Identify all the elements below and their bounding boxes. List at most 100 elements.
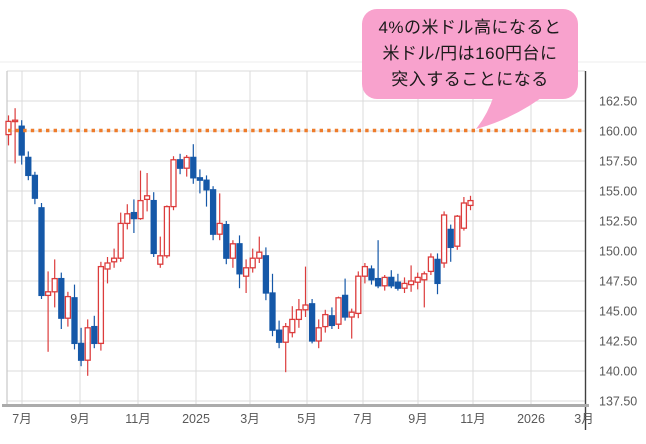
y-axis-label: 157.50 <box>599 155 637 169</box>
candle-body <box>401 282 408 289</box>
candle-up <box>427 253 435 275</box>
candle-down <box>236 235 243 289</box>
candle-up <box>117 212 124 262</box>
candle-body <box>91 325 98 345</box>
candle-body <box>361 265 369 277</box>
candle-body <box>440 214 448 264</box>
candle-body <box>196 177 204 181</box>
candle-body <box>454 215 461 247</box>
candle-body <box>262 255 270 294</box>
candle-body <box>77 342 85 361</box>
candle-body <box>130 211 138 220</box>
candle-body <box>97 265 105 345</box>
candle-down <box>38 203 45 299</box>
candle-body <box>242 267 250 277</box>
candle-down <box>368 265 375 285</box>
candle-up <box>163 205 171 259</box>
candle-body <box>249 257 256 269</box>
candle-body <box>157 255 164 265</box>
candle-down <box>25 151 32 181</box>
candle-up <box>11 108 19 164</box>
candle-down <box>328 307 336 329</box>
candle-up <box>183 155 190 177</box>
candle-body <box>117 222 124 259</box>
candle-up <box>361 263 369 284</box>
candle-body <box>282 325 289 343</box>
x-axis-label: 3月 <box>240 412 259 426</box>
candle-body <box>163 205 171 257</box>
annotation-callout: 4%の米ドル高になると 米ドル/円は160円台に 突入することになる <box>362 9 578 99</box>
candle-body <box>447 228 454 249</box>
candle-up <box>401 277 408 293</box>
candle-down <box>130 199 138 233</box>
candle-up <box>64 291 72 327</box>
candle-up <box>381 275 388 291</box>
candle-up <box>110 248 118 268</box>
candle-body <box>209 189 217 235</box>
x-axis-label: 9月 <box>70 412 89 426</box>
candle-down <box>91 315 98 349</box>
candle-body <box>58 277 65 319</box>
candle-body <box>302 304 309 311</box>
candle-body <box>229 243 237 259</box>
candle-down <box>203 175 210 207</box>
annotation-line-2: 米ドル/円は160円台に <box>382 44 558 63</box>
x-axis-label: 11月 <box>460 412 485 426</box>
candle-down <box>209 186 217 241</box>
candle-body <box>407 280 415 286</box>
candle-up <box>104 257 111 284</box>
candle-up <box>157 236 164 268</box>
candle-body <box>110 257 118 263</box>
candle-up <box>440 211 448 268</box>
y-axis-label: 142.50 <box>599 335 637 349</box>
candle-down <box>77 327 85 367</box>
y-axis-label: 145.00 <box>599 305 637 319</box>
candle-body <box>5 120 12 136</box>
y-axis-label: 152.50 <box>599 215 637 229</box>
candle-up <box>414 272 421 290</box>
candle-body <box>427 256 435 273</box>
x-axis-label: 7月 <box>12 412 31 426</box>
candle-body <box>374 277 382 287</box>
candle-body <box>38 207 45 297</box>
x-axis-line <box>2 404 589 407</box>
candle-body <box>104 262 111 270</box>
candle-up <box>137 170 144 220</box>
candle-body <box>341 294 349 318</box>
candle-body <box>31 174 39 199</box>
candle-body <box>289 318 296 334</box>
candle-up <box>460 197 468 231</box>
candle-up <box>51 259 58 308</box>
candle-up <box>348 308 355 339</box>
candle-body <box>467 199 474 207</box>
x-axis-label: 2025 <box>182 412 210 426</box>
candle-body <box>381 276 388 287</box>
candle-up <box>124 204 131 230</box>
x-axis-label: 11月 <box>125 412 150 426</box>
candle-body <box>137 199 144 220</box>
candle-down <box>190 144 197 184</box>
y-axis-label: 155.00 <box>599 185 637 199</box>
candle-up <box>84 319 91 376</box>
candle-body <box>44 291 52 297</box>
candle-body <box>394 281 402 289</box>
candle-body <box>71 297 78 345</box>
candle-body <box>308 303 316 342</box>
candle-down <box>150 192 157 257</box>
candle-up <box>170 156 177 211</box>
candle-up <box>302 266 309 317</box>
candle-body <box>414 276 421 283</box>
candle-body <box>460 202 468 229</box>
candle-body <box>11 119 19 123</box>
candle-up <box>315 319 322 349</box>
candle-down <box>447 224 454 262</box>
candle-body <box>355 275 362 315</box>
candle-down <box>374 240 382 289</box>
candle-down <box>434 253 441 295</box>
x-axis-label: 3月 <box>574 412 593 426</box>
candle-body <box>216 222 223 235</box>
candle-up <box>282 323 289 373</box>
candle-body <box>315 327 322 342</box>
